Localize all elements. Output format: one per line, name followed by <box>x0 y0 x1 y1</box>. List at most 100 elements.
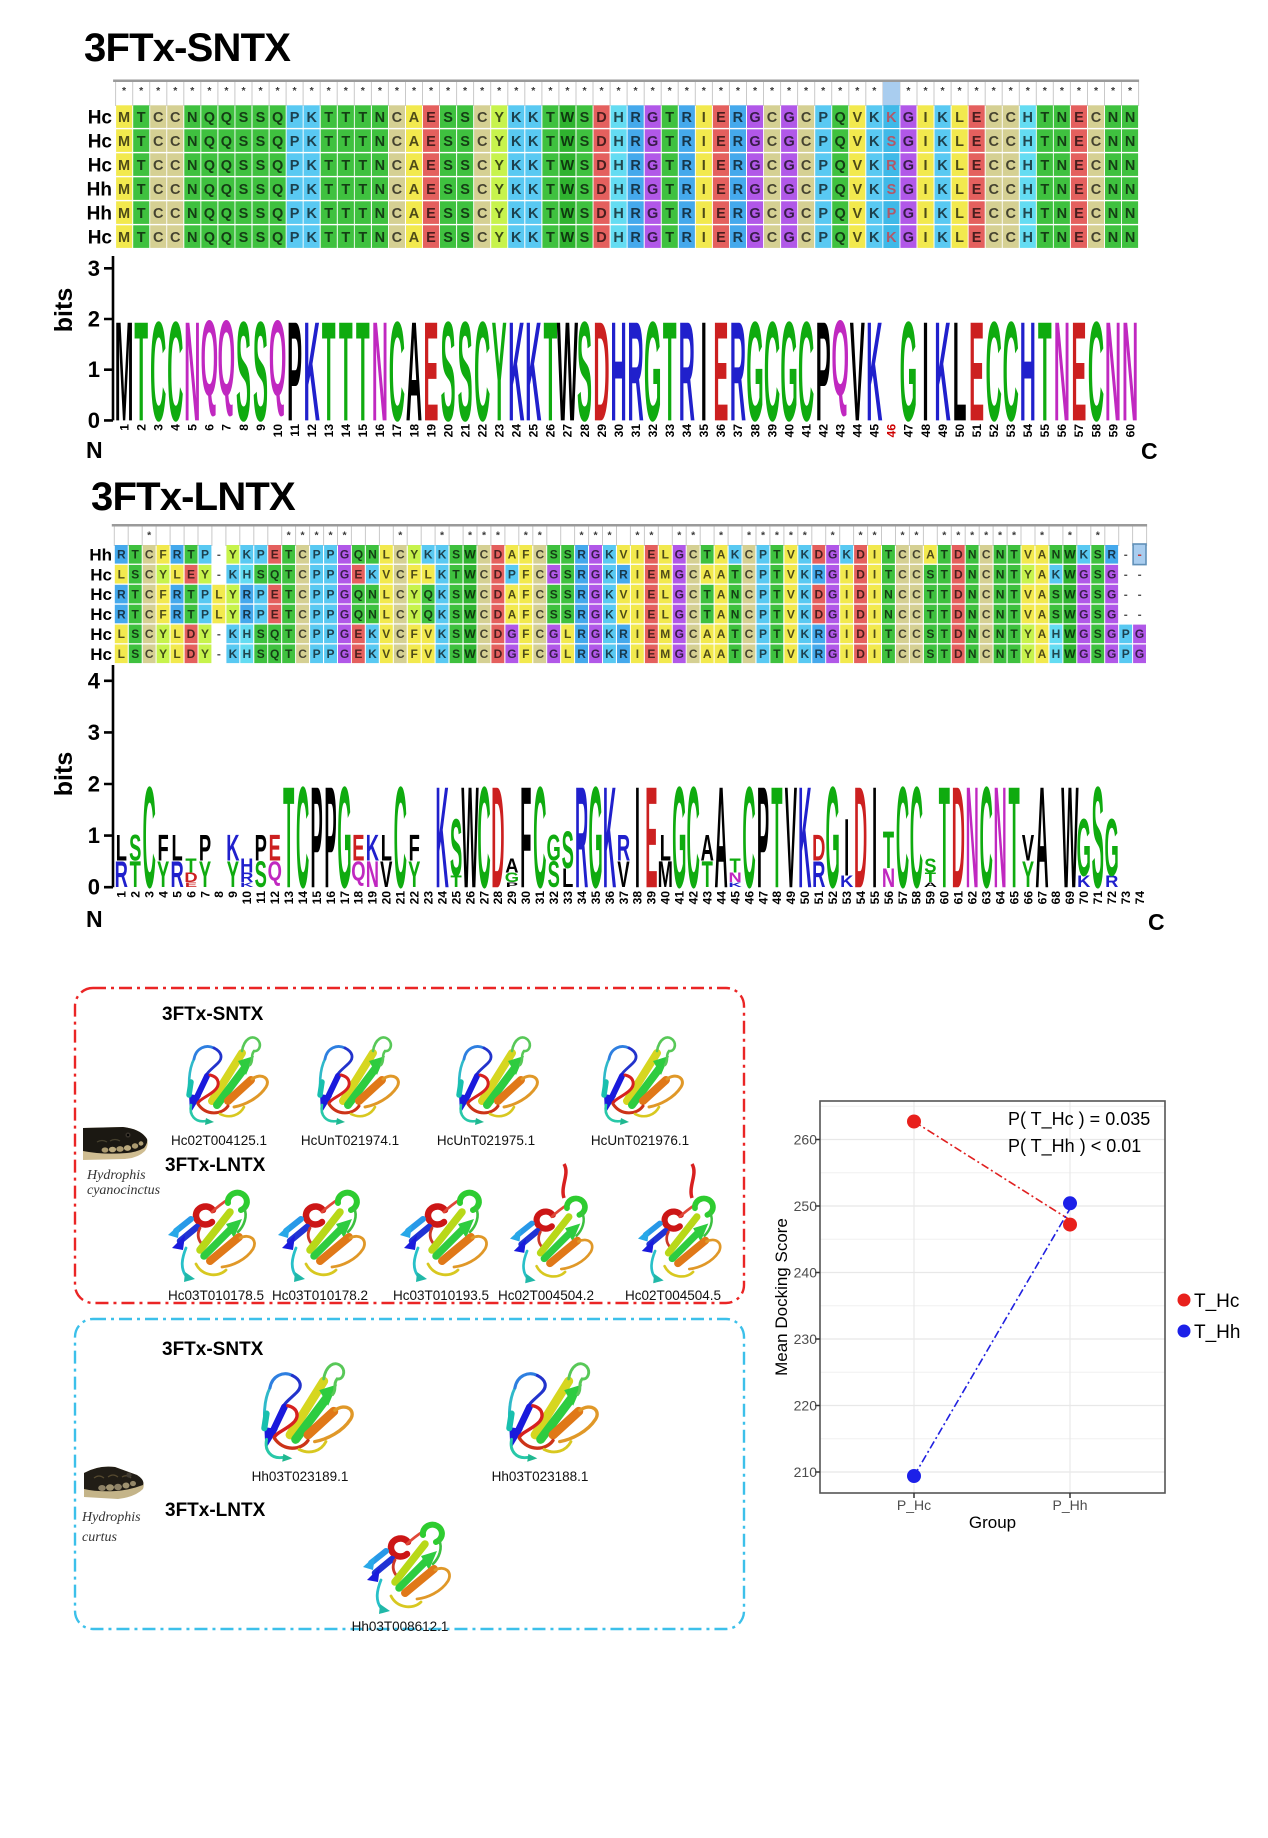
svg-text:Y: Y <box>157 856 169 896</box>
svg-text:Mean Docking Score: Mean Docking Score <box>772 1218 791 1376</box>
svg-text:7: 7 <box>220 424 234 431</box>
svg-text:13: 13 <box>322 424 336 438</box>
svg-text:W: W <box>557 292 578 451</box>
svg-text:E: E <box>269 829 281 869</box>
svg-text:S: S <box>129 829 141 869</box>
svg-text:22: 22 <box>408 891 422 905</box>
svg-text:31: 31 <box>533 891 547 905</box>
svg-text:4: 4 <box>156 891 170 898</box>
svg-text:60: 60 <box>938 891 952 905</box>
svg-text:A: A <box>714 757 727 918</box>
svg-text:D: D <box>593 292 609 451</box>
svg-text:V: V <box>380 856 393 896</box>
svg-text:240: 240 <box>794 1265 818 1281</box>
svg-text:P: P <box>324 757 336 918</box>
svg-text:A: A <box>505 854 518 877</box>
svg-text:2: 2 <box>88 772 100 797</box>
svg-text:Q: Q <box>218 300 235 419</box>
svg-text:P: P <box>255 829 267 869</box>
svg-text:E: E <box>424 292 439 451</box>
svg-text:57: 57 <box>896 891 910 905</box>
svg-text:21: 21 <box>394 891 408 905</box>
svg-text:G: G <box>547 829 561 869</box>
svg-text:49: 49 <box>784 891 798 905</box>
svg-text:Q: Q <box>831 300 848 419</box>
svg-text:18: 18 <box>352 891 366 905</box>
svg-text:N: N <box>184 292 200 451</box>
svg-text:V: V <box>617 856 630 896</box>
svg-text:K: K <box>886 230 897 246</box>
svg-text:S: S <box>577 292 592 451</box>
svg-text:Hydrophis: Hydrophis <box>86 1168 146 1183</box>
svg-text:61: 61 <box>952 891 966 905</box>
svg-text:10: 10 <box>240 891 254 905</box>
svg-text:Y: Y <box>492 292 507 451</box>
svg-text:S: S <box>562 821 574 880</box>
svg-text:14: 14 <box>339 424 353 438</box>
svg-text:Q: Q <box>268 857 282 888</box>
svg-text:T: T <box>322 292 336 451</box>
svg-text:33: 33 <box>663 424 677 438</box>
svg-text:220: 220 <box>794 1398 818 1414</box>
svg-text:S: S <box>458 292 473 451</box>
svg-text:Hc: Hc <box>90 565 112 584</box>
svg-text:73: 73 <box>1119 891 1133 905</box>
svg-text:S: S <box>887 182 897 198</box>
svg-text:N: N <box>372 292 388 451</box>
svg-text:P: P <box>887 206 897 222</box>
svg-text:M: M <box>115 292 134 451</box>
svg-text:28: 28 <box>491 891 505 905</box>
svg-text:T: T <box>1008 757 1019 918</box>
svg-text:Hc02T004504.2: Hc02T004504.2 <box>498 1288 594 1303</box>
svg-text:S: S <box>255 856 267 896</box>
svg-text:Hc: Hc <box>88 227 113 248</box>
svg-text:C: C <box>687 757 700 918</box>
svg-text:R: R <box>170 856 183 896</box>
svg-text:Group: Group <box>969 1513 1016 1532</box>
svg-text:30: 30 <box>519 891 533 905</box>
svg-text:P( T_Hc ) = 0.035: P( T_Hc ) = 0.035 <box>1008 1109 1150 1130</box>
svg-text:I: I <box>701 292 707 451</box>
svg-text:24: 24 <box>510 424 524 438</box>
svg-text:D: D <box>184 870 197 885</box>
svg-text:63: 63 <box>980 891 994 905</box>
svg-text:51: 51 <box>812 891 826 905</box>
svg-text:210: 210 <box>794 1464 818 1480</box>
svg-text:G: G <box>900 292 917 451</box>
svg-text:56: 56 <box>882 891 896 905</box>
svg-text:H: H <box>610 292 626 451</box>
svg-text:K: K <box>226 829 239 869</box>
svg-text:R: R <box>1105 872 1119 891</box>
svg-text:25: 25 <box>527 424 541 438</box>
svg-text:Y: Y <box>408 856 420 896</box>
svg-text:3FTx-LNTX: 3FTx-LNTX <box>165 1155 266 1176</box>
svg-text:43: 43 <box>701 891 715 905</box>
svg-text:15: 15 <box>310 891 324 905</box>
svg-text:A: A <box>701 829 714 869</box>
svg-text:E: E <box>645 757 657 918</box>
svg-text:K: K <box>934 292 950 451</box>
svg-text:9: 9 <box>254 424 268 431</box>
svg-text:N: N <box>1105 292 1121 451</box>
svg-text:H: H <box>240 854 253 877</box>
svg-text:Y: Y <box>227 856 239 896</box>
svg-text:64: 64 <box>993 891 1007 905</box>
svg-text:T: T <box>663 292 677 451</box>
svg-text:Hc03T010178.2: Hc03T010178.2 <box>272 1288 368 1303</box>
svg-text:T: T <box>185 854 196 877</box>
svg-text:R: R <box>627 292 643 451</box>
svg-text:250: 250 <box>794 1198 818 1214</box>
svg-text:C: C <box>150 292 166 451</box>
svg-text:S: S <box>253 292 268 451</box>
svg-text:55: 55 <box>868 891 882 905</box>
svg-text:42: 42 <box>817 424 831 438</box>
svg-text:65: 65 <box>1007 891 1021 905</box>
svg-text:D: D <box>854 757 867 918</box>
svg-text:Q: Q <box>269 300 286 419</box>
svg-text:62: 62 <box>966 891 980 905</box>
svg-text:37: 37 <box>617 891 631 905</box>
svg-text:24: 24 <box>435 891 449 905</box>
svg-text:9: 9 <box>226 891 240 898</box>
svg-text:T: T <box>771 757 782 918</box>
svg-text:T: T <box>883 821 894 880</box>
